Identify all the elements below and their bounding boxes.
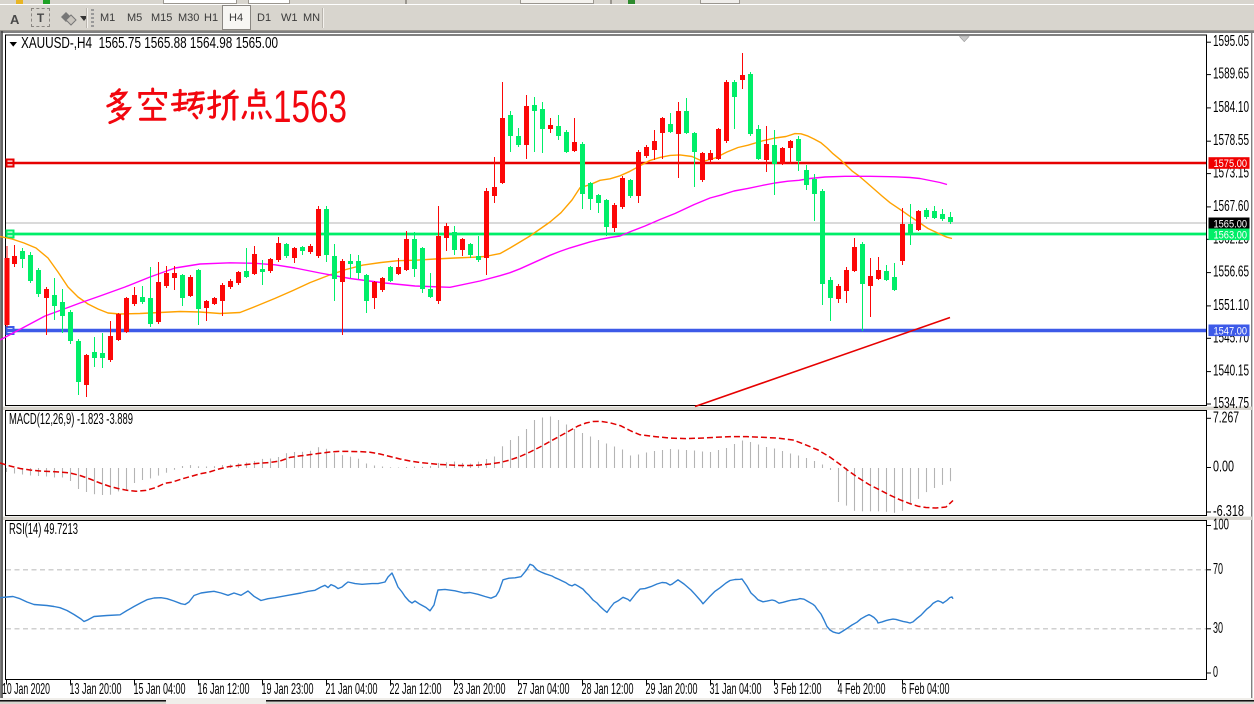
svg-text:100: 100: [1213, 517, 1229, 534]
svg-text:22 Jan 12:00: 22 Jan 12:00: [390, 681, 442, 698]
svg-text:1563.00: 1563.00: [1214, 229, 1248, 241]
svg-text:XAUUSD-,H4 1565.75 1565.88 15: XAUUSD-,H4 1565.75 1565.88 1564.98 1565.…: [21, 35, 278, 52]
svg-text:28 Jan 12:00: 28 Jan 12:00: [582, 681, 634, 698]
svg-text:1595.05: 1595.05: [1213, 33, 1249, 50]
svg-text:1578.55: 1578.55: [1213, 132, 1249, 149]
svg-text:29 Jan 20:00: 29 Jan 20:00: [646, 681, 698, 698]
svg-text:1563: 1563: [273, 81, 347, 132]
svg-text:13 Jan 20:00: 13 Jan 20:00: [70, 681, 122, 698]
svg-text:1575.00: 1575.00: [1214, 158, 1248, 170]
svg-text:MACD(12,26,9) -1.823 -3.889: MACD(12,26,9) -1.823 -3.889: [9, 411, 133, 428]
svg-text:30: 30: [1213, 620, 1223, 637]
svg-text:4 Feb 20:00: 4 Feb 20:00: [838, 681, 886, 698]
svg-text:1534.75: 1534.75: [1213, 395, 1249, 412]
svg-text:1556.65: 1556.65: [1213, 264, 1249, 281]
svg-text:0.00: 0.00: [1213, 459, 1234, 476]
svg-text:10 Jan 2020: 10 Jan 2020: [2, 681, 50, 698]
svg-text:7.267: 7.267: [1213, 409, 1239, 426]
svg-text:1567.60: 1567.60: [1213, 198, 1249, 215]
svg-text:70: 70: [1213, 561, 1223, 578]
svg-text:0: 0: [1213, 664, 1218, 681]
svg-text:1565.00: 1565.00: [1214, 218, 1248, 230]
svg-text:23 Jan 20:00: 23 Jan 20:00: [454, 681, 506, 698]
svg-text:1589.65: 1589.65: [1213, 66, 1249, 83]
svg-text:1584.10: 1584.10: [1213, 99, 1249, 116]
svg-text:6 Feb 04:00: 6 Feb 04:00: [902, 681, 950, 698]
svg-text:1547.00: 1547.00: [1214, 325, 1248, 337]
svg-text:1573.15: 1573.15: [1213, 165, 1249, 182]
svg-text:19 Jan 23:00: 19 Jan 23:00: [262, 681, 314, 698]
svg-text:31 Jan 04:00: 31 Jan 04:00: [710, 681, 762, 698]
svg-text:27 Jan 04:00: 27 Jan 04:00: [518, 681, 570, 698]
svg-text:1551.10: 1551.10: [1213, 297, 1249, 314]
svg-text:21 Jan 04:00: 21 Jan 04:00: [326, 681, 378, 698]
svg-text:RSI(14) 49.7213: RSI(14) 49.7213: [9, 521, 78, 538]
svg-text:-6.318: -6.318: [1213, 503, 1244, 520]
svg-text:3 Feb 12:00: 3 Feb 12:00: [774, 681, 822, 698]
svg-text:16 Jan 12:00: 16 Jan 12:00: [198, 681, 250, 698]
svg-text:1540.15: 1540.15: [1213, 363, 1249, 380]
svg-text:15 Jan 04:00: 15 Jan 04:00: [134, 681, 186, 698]
